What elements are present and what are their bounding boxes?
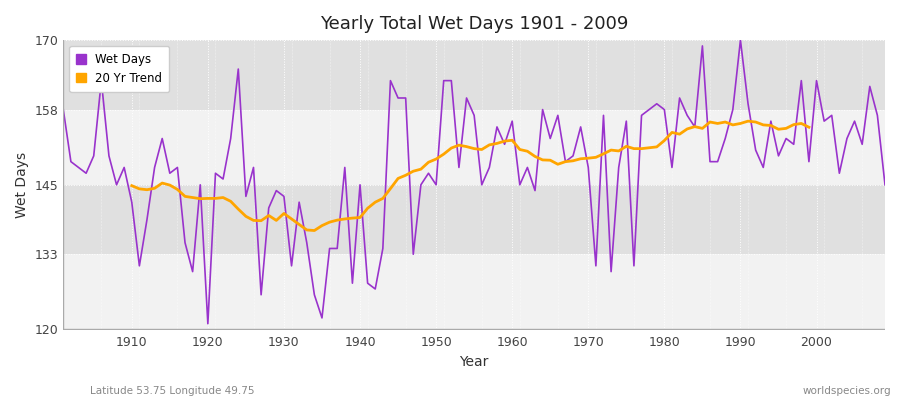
Bar bbox=[63, 110, 885, 185]
X-axis label: Year: Year bbox=[460, 355, 489, 369]
Text: worldspecies.org: worldspecies.org bbox=[803, 386, 891, 396]
Bar bbox=[63, 40, 885, 110]
Bar bbox=[63, 185, 885, 254]
Legend: Wet Days, 20 Yr Trend: Wet Days, 20 Yr Trend bbox=[69, 46, 169, 92]
Text: Latitude 53.75 Longitude 49.75: Latitude 53.75 Longitude 49.75 bbox=[90, 386, 255, 396]
Bar bbox=[63, 254, 885, 330]
Y-axis label: Wet Days: Wet Days bbox=[15, 152, 29, 218]
Title: Yearly Total Wet Days 1901 - 2009: Yearly Total Wet Days 1901 - 2009 bbox=[320, 15, 628, 33]
